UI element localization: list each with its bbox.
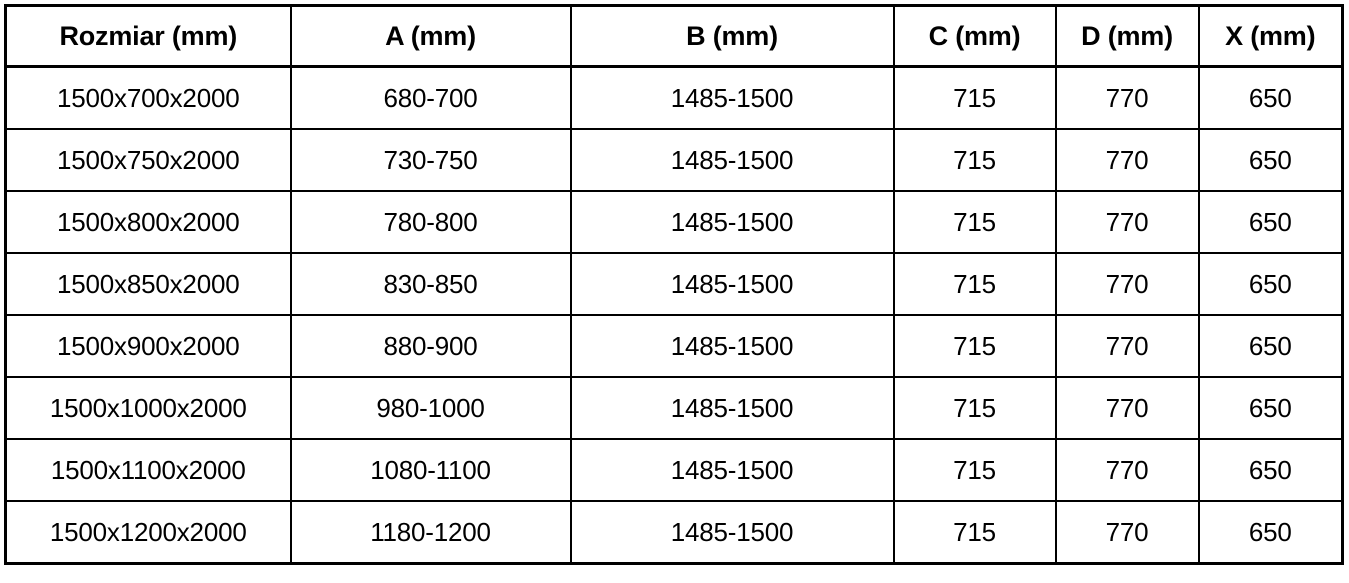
cell-size: 1500x1000x2000 <box>4 376 292 440</box>
column-header-a: A (mm) <box>289 4 572 68</box>
table-row: 1500x1200x2000 1180-1200 1485-1500 715 7… <box>4 500 1344 565</box>
cell-d: 770 <box>1054 252 1200 316</box>
cell-c: 715 <box>892 190 1057 254</box>
cell-x: 650 <box>1197 190 1344 254</box>
cell-c: 715 <box>892 314 1057 378</box>
cell-b: 1485-1500 <box>569 65 895 130</box>
cell-x: 650 <box>1197 500 1344 565</box>
column-header-rozmiar: Rozmiar (mm) <box>4 4 292 68</box>
cell-b: 1485-1500 <box>569 438 895 502</box>
cell-c: 715 <box>892 65 1057 130</box>
cell-d: 770 <box>1054 190 1200 254</box>
column-header-d: D (mm) <box>1054 4 1200 68</box>
cell-size: 1500x900x2000 <box>4 314 292 378</box>
cell-d: 770 <box>1054 438 1200 502</box>
cell-a: 780-800 <box>289 190 572 254</box>
table-header: Rozmiar (mm) A (mm) B (mm) C (mm) D (mm)… <box>4 4 1344 68</box>
column-header-b: B (mm) <box>569 4 895 68</box>
cell-b: 1485-1500 <box>569 314 895 378</box>
cell-x: 650 <box>1197 128 1344 192</box>
table-row: 1500x850x2000 830-850 1485-1500 715 770 … <box>4 252 1344 316</box>
cell-a: 880-900 <box>289 314 572 378</box>
cell-d: 770 <box>1054 65 1200 130</box>
cell-a: 730-750 <box>289 128 572 192</box>
table-header-row: Rozmiar (mm) A (mm) B (mm) C (mm) D (mm)… <box>4 4 1344 68</box>
cell-x: 650 <box>1197 65 1344 130</box>
cell-size: 1500x850x2000 <box>4 252 292 316</box>
cell-d: 770 <box>1054 314 1200 378</box>
cell-size: 1500x700x2000 <box>4 65 292 130</box>
cell-x: 650 <box>1197 314 1344 378</box>
cell-x: 650 <box>1197 376 1344 440</box>
cell-a: 680-700 <box>289 65 572 130</box>
cell-size: 1500x1200x2000 <box>4 500 292 565</box>
cell-d: 770 <box>1054 128 1200 192</box>
cell-c: 715 <box>892 438 1057 502</box>
cell-b: 1485-1500 <box>569 500 895 565</box>
dimensions-table: Rozmiar (mm) A (mm) B (mm) C (mm) D (mm)… <box>4 4 1344 565</box>
cell-size: 1500x800x2000 <box>4 190 292 254</box>
cell-x: 650 <box>1197 438 1344 502</box>
table-row: 1500x750x2000 730-750 1485-1500 715 770 … <box>4 128 1344 192</box>
table-row: 1500x900x2000 880-900 1485-1500 715 770 … <box>4 314 1344 378</box>
cell-b: 1485-1500 <box>569 128 895 192</box>
cell-d: 770 <box>1054 500 1200 565</box>
table-row: 1500x800x2000 780-800 1485-1500 715 770 … <box>4 190 1344 254</box>
cell-a: 1180-1200 <box>289 500 572 565</box>
column-header-c: C (mm) <box>892 4 1057 68</box>
table-row: 1500x700x2000 680-700 1485-1500 715 770 … <box>4 65 1344 130</box>
table-body: 1500x700x2000 680-700 1485-1500 715 770 … <box>4 65 1344 565</box>
spec-table-container: Rozmiar (mm) A (mm) B (mm) C (mm) D (mm)… <box>4 4 1344 565</box>
cell-b: 1485-1500 <box>569 190 895 254</box>
cell-c: 715 <box>892 376 1057 440</box>
cell-d: 770 <box>1054 376 1200 440</box>
cell-b: 1485-1500 <box>569 252 895 316</box>
cell-a: 980-1000 <box>289 376 572 440</box>
table-row: 1500x1000x2000 980-1000 1485-1500 715 77… <box>4 376 1344 440</box>
cell-a: 1080-1100 <box>289 438 572 502</box>
cell-c: 715 <box>892 252 1057 316</box>
cell-a: 830-850 <box>289 252 572 316</box>
cell-x: 650 <box>1197 252 1344 316</box>
cell-size: 1500x750x2000 <box>4 128 292 192</box>
cell-size: 1500x1100x2000 <box>4 438 292 502</box>
cell-c: 715 <box>892 128 1057 192</box>
table-row: 1500x1100x2000 1080-1100 1485-1500 715 7… <box>4 438 1344 502</box>
column-header-x: X (mm) <box>1197 4 1344 68</box>
cell-c: 715 <box>892 500 1057 565</box>
cell-b: 1485-1500 <box>569 376 895 440</box>
